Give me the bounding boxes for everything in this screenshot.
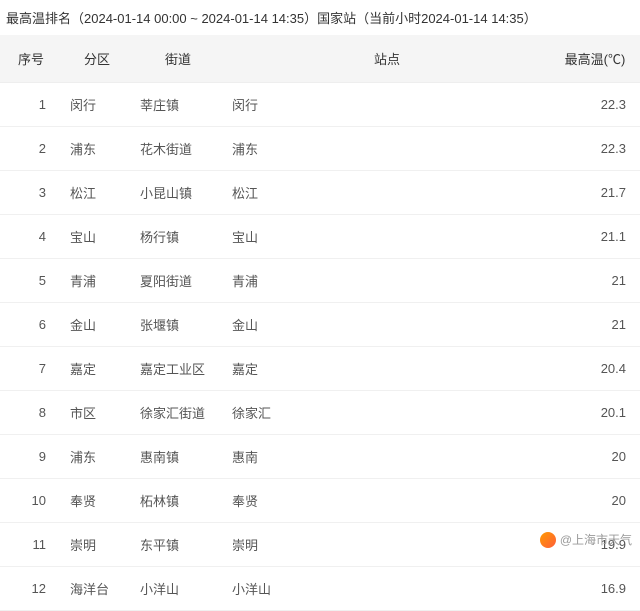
cell-seq: 5	[0, 259, 62, 303]
cell-district: 青浦	[62, 259, 132, 303]
cell-seq: 12	[0, 567, 62, 611]
header-street: 街道	[132, 35, 224, 83]
cell-district: 崇明	[62, 523, 132, 567]
cell-seq: 8	[0, 391, 62, 435]
cell-station: 青浦	[224, 259, 550, 303]
cell-station: 宝山	[224, 215, 550, 259]
watermark-text: @上海市天气	[560, 531, 632, 548]
cell-district: 松江	[62, 171, 132, 215]
cell-street: 小昆山镇	[132, 171, 224, 215]
cell-station: 崇明	[224, 523, 550, 567]
watermark: @上海市天气	[540, 531, 632, 548]
cell-station: 奉贤	[224, 479, 550, 523]
cell-station: 松江	[224, 171, 550, 215]
cell-temp: 22.3	[550, 127, 640, 171]
cell-district: 奉贤	[62, 479, 132, 523]
cell-district: 宝山	[62, 215, 132, 259]
cell-street: 杨行镇	[132, 215, 224, 259]
cell-street: 嘉定工业区	[132, 347, 224, 391]
cell-district: 市区	[62, 391, 132, 435]
header-temp: 最高温(℃)	[550, 35, 640, 83]
cell-seq: 1	[0, 83, 62, 127]
cell-temp: 21.7	[550, 171, 640, 215]
table-row: 9浦东惠南镇惠南20	[0, 435, 640, 479]
cell-seq: 9	[0, 435, 62, 479]
cell-district: 海洋台	[62, 567, 132, 611]
table-header-row: 序号 分区 街道 站点 最高温(℃)	[0, 35, 640, 83]
page-title: 最高温排名（2024-01-14 00:00 ~ 2024-01-14 14:3…	[0, 0, 640, 35]
cell-seq: 10	[0, 479, 62, 523]
cell-seq: 6	[0, 303, 62, 347]
cell-station: 惠南	[224, 435, 550, 479]
cell-street: 徐家汇街道	[132, 391, 224, 435]
table-row: 1闵行莘庄镇闵行22.3	[0, 83, 640, 127]
cell-street: 柘林镇	[132, 479, 224, 523]
cell-district: 嘉定	[62, 347, 132, 391]
table-row: 7嘉定嘉定工业区嘉定20.4	[0, 347, 640, 391]
cell-district: 金山	[62, 303, 132, 347]
cell-street: 小洋山	[132, 567, 224, 611]
table-row: 12海洋台小洋山小洋山16.9	[0, 567, 640, 611]
cell-street: 张堰镇	[132, 303, 224, 347]
cell-station: 小洋山	[224, 567, 550, 611]
cell-seq: 2	[0, 127, 62, 171]
cell-station: 闵行	[224, 83, 550, 127]
table-row: 2浦东花木街道浦东22.3	[0, 127, 640, 171]
cell-street: 夏阳街道	[132, 259, 224, 303]
header-station: 站点	[224, 35, 550, 83]
cell-street: 花木街道	[132, 127, 224, 171]
weibo-icon	[540, 532, 556, 548]
temperature-table: 序号 分区 街道 站点 最高温(℃) 1闵行莘庄镇闵行22.32浦东花木街道浦东…	[0, 35, 640, 611]
cell-temp: 21	[550, 303, 640, 347]
cell-temp: 20	[550, 435, 640, 479]
cell-temp: 20.1	[550, 391, 640, 435]
cell-district: 浦东	[62, 435, 132, 479]
table-row: 4宝山杨行镇宝山21.1	[0, 215, 640, 259]
table-row: 8市区徐家汇街道徐家汇20.1	[0, 391, 640, 435]
cell-station: 浦东	[224, 127, 550, 171]
cell-station: 徐家汇	[224, 391, 550, 435]
cell-station: 嘉定	[224, 347, 550, 391]
cell-seq: 3	[0, 171, 62, 215]
cell-seq: 4	[0, 215, 62, 259]
cell-street: 惠南镇	[132, 435, 224, 479]
header-district: 分区	[62, 35, 132, 83]
table-row: 3松江小昆山镇松江21.7	[0, 171, 640, 215]
cell-street: 莘庄镇	[132, 83, 224, 127]
cell-street: 东平镇	[132, 523, 224, 567]
table-row: 6金山张堰镇金山21	[0, 303, 640, 347]
table-row: 5青浦夏阳街道青浦21	[0, 259, 640, 303]
cell-district: 闵行	[62, 83, 132, 127]
cell-temp: 22.3	[550, 83, 640, 127]
cell-temp: 20.4	[550, 347, 640, 391]
cell-temp: 20	[550, 479, 640, 523]
cell-seq: 7	[0, 347, 62, 391]
cell-district: 浦东	[62, 127, 132, 171]
cell-temp: 16.9	[550, 567, 640, 611]
cell-temp: 21	[550, 259, 640, 303]
cell-temp: 21.1	[550, 215, 640, 259]
cell-seq: 11	[0, 523, 62, 567]
header-seq: 序号	[0, 35, 62, 83]
cell-station: 金山	[224, 303, 550, 347]
table-row: 10奉贤柘林镇奉贤20	[0, 479, 640, 523]
